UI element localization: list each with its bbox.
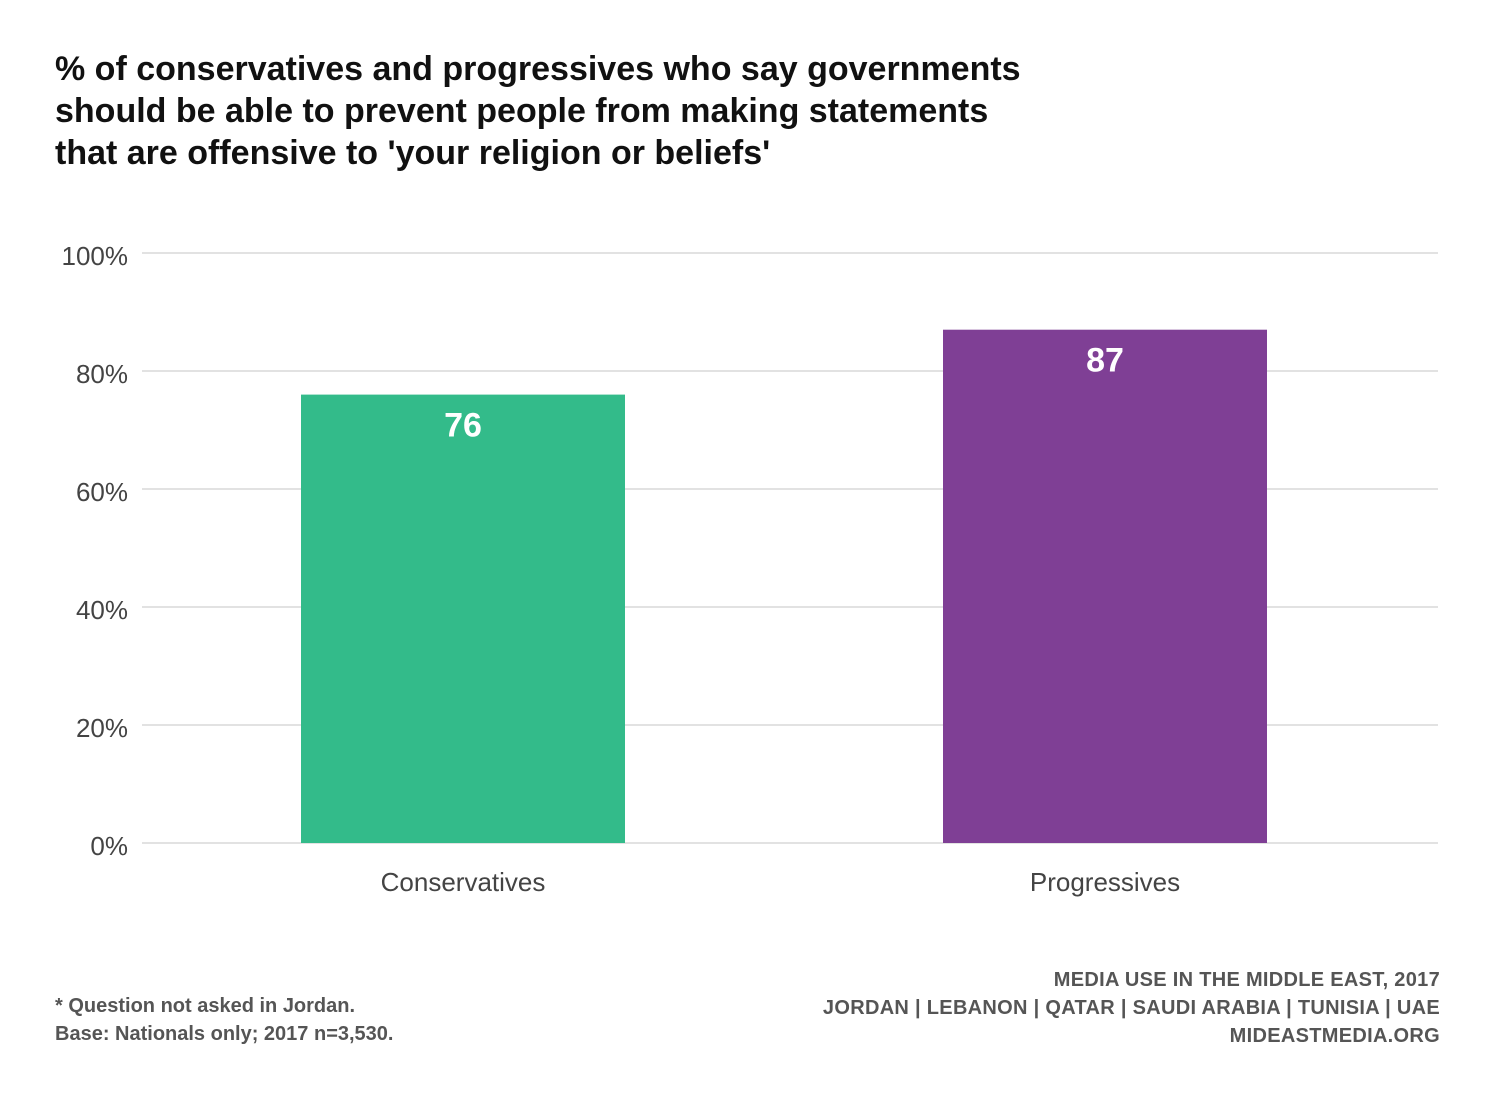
- bar-chart: 0% 20% 40% 60% 80% 100% 76 87 Conservatives Pro…: [62, 241, 1438, 897]
- source-title: MEDIA USE IN THE MIDDLE EAST, 2017: [1053, 969, 1440, 991]
- source-countries: JORDAN | LEBANON | QATAR | SAUDI ARABIA …: [822, 997, 1440, 1019]
- data-labels: 76 87: [444, 342, 1124, 445]
- y-tick-label: 40%: [76, 595, 128, 625]
- y-axis-tick-labels: 0% 20% 40% 60% 80% 100%: [62, 241, 129, 861]
- footnote-jordan: * Question not asked in Jordan.: [55, 995, 356, 1017]
- chart-title-line: should be able to prevent people from ma…: [55, 92, 989, 130]
- chart-title-line: % of conservatives and progressives who …: [55, 50, 1021, 88]
- chart-title: % of conservatives and progressives who …: [55, 48, 1255, 174]
- data-label-progressives: 87: [1086, 342, 1124, 380]
- y-tick-label: 60%: [76, 477, 128, 507]
- data-label-conservatives: 76: [444, 407, 482, 445]
- bar-progressives: [943, 329, 1267, 843]
- bar-conservatives: [301, 394, 625, 843]
- source-website: MIDEASTMEDIA.ORG: [1229, 1025, 1440, 1047]
- chart-title-line: that are offensive to 'your religion or …: [55, 134, 771, 172]
- y-tick-label: 0%: [90, 831, 128, 861]
- category-label-conservatives: Conservatives: [381, 867, 546, 897]
- source-credit: MEDIA USE IN THE MIDDLE EAST, 2017 JORDA…: [823, 966, 1440, 1050]
- footnote-base: Base: Nationals only; 2017 n=3,530.: [55, 1023, 394, 1045]
- y-tick-label: 20%: [76, 713, 128, 743]
- x-axis-category-labels: Conservatives Progressives: [381, 867, 1181, 897]
- bars: [301, 329, 1267, 843]
- footnotes: * Question not asked in Jordan. Base: Na…: [55, 992, 394, 1048]
- y-tick-label: 80%: [76, 359, 128, 389]
- category-label-progressives: Progressives: [1030, 867, 1180, 897]
- y-tick-label: 100%: [62, 241, 129, 271]
